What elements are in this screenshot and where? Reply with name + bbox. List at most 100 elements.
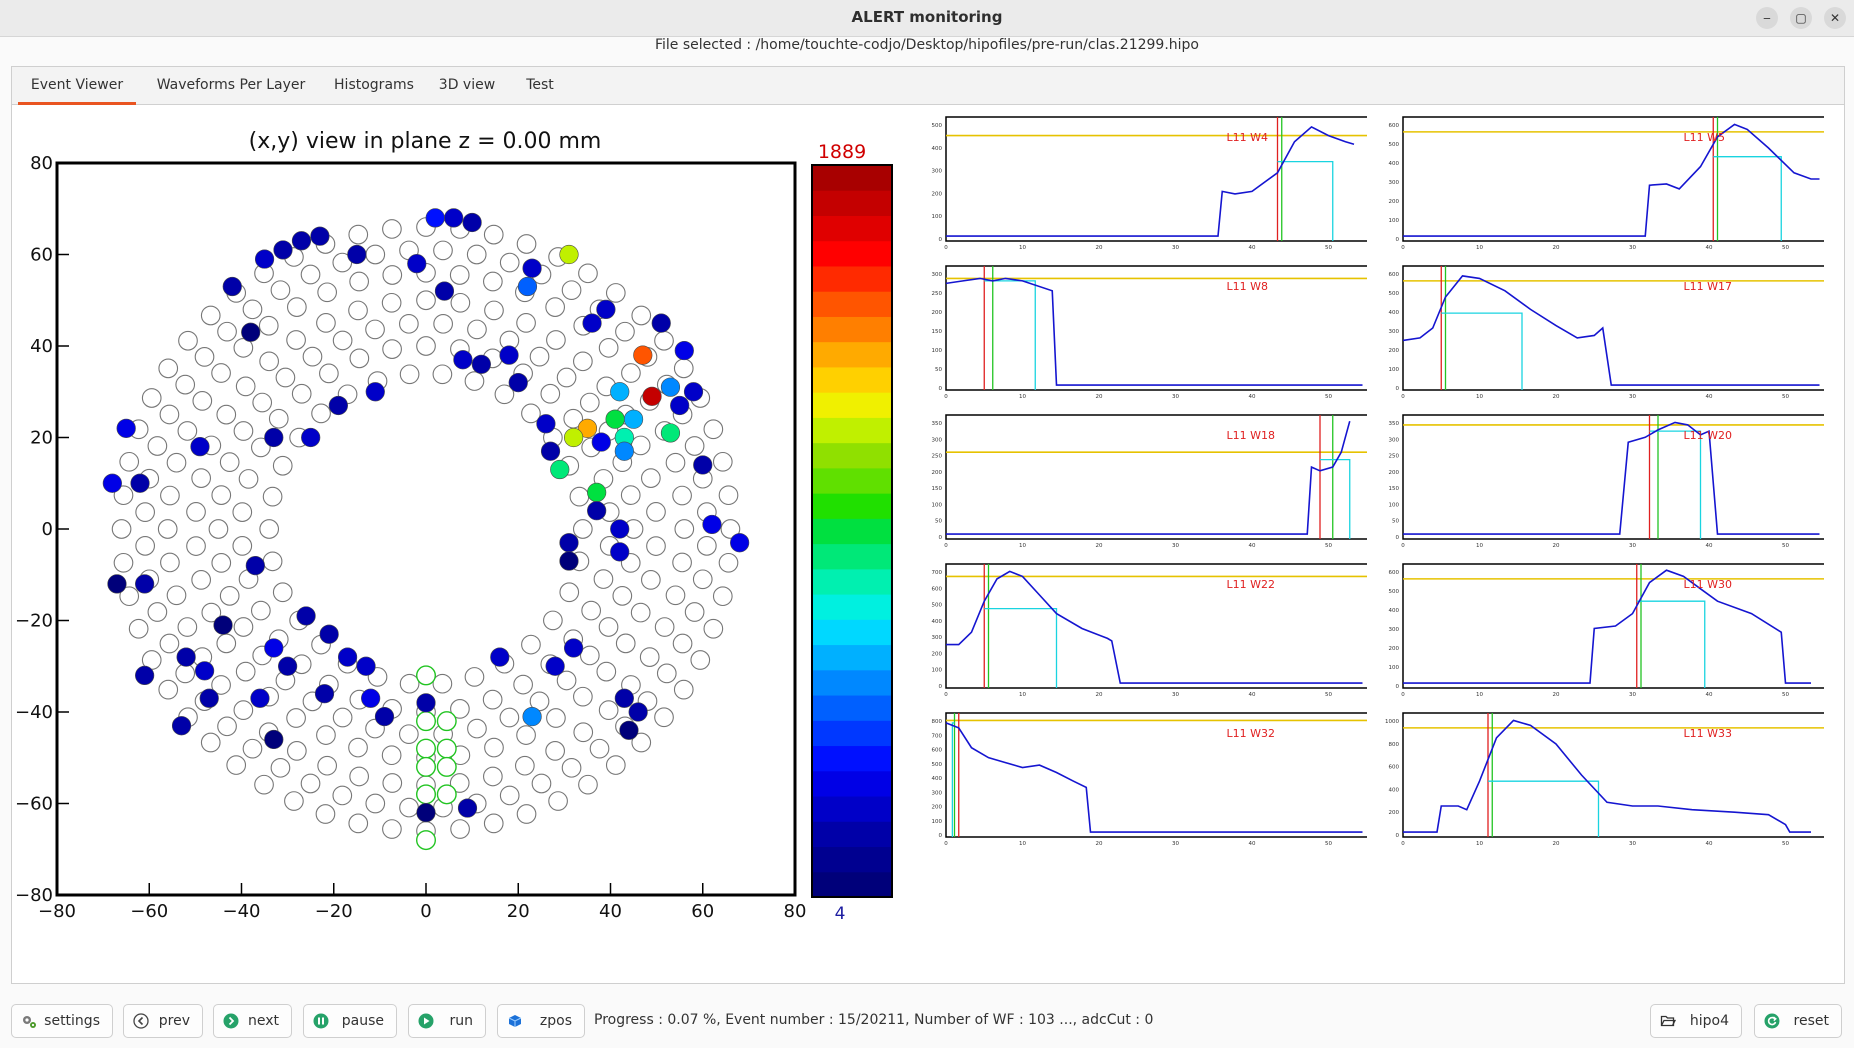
hit-cell[interactable] bbox=[642, 386, 662, 406]
hit-cell[interactable] bbox=[540, 441, 561, 461]
xy-view-plot[interactable]: (x,y) view in plane z = 0.00 mm −80 −60 −4… bbox=[12, 105, 912, 981]
hit-cell[interactable] bbox=[559, 244, 579, 265]
hit-cell[interactable] bbox=[195, 661, 215, 681]
hit-cell[interactable] bbox=[356, 656, 376, 676]
hit-cell[interactable] bbox=[416, 803, 436, 823]
hit-cell[interactable] bbox=[670, 395, 690, 416]
hit-cell[interactable] bbox=[587, 501, 607, 521]
hit-cell[interactable] bbox=[582, 313, 602, 333]
next-button[interactable]: next bbox=[213, 1004, 292, 1038]
hit-cell[interactable] bbox=[365, 382, 385, 402]
hit-cell[interactable] bbox=[499, 345, 519, 365]
hit-cell[interactable] bbox=[222, 276, 242, 297]
hit-cell[interactable] bbox=[199, 688, 219, 708]
hit-cell[interactable] bbox=[651, 313, 671, 333]
pause-button[interactable]: pause bbox=[303, 1004, 397, 1038]
hit-cell[interactable] bbox=[310, 226, 330, 246]
waveform-plot[interactable]: 600 500 400 300 200 100 00 10 20 30 40 50 L11 W30 bbox=[1379, 560, 1824, 705]
hit-cell[interactable] bbox=[416, 693, 436, 713]
waveform-plot[interactable]: 600 500 400 300 200 100 00 10 20 30 40 50 L11 W5 bbox=[1379, 113, 1824, 258]
hit-cell[interactable] bbox=[462, 212, 482, 233]
hit-cell[interactable] bbox=[702, 514, 722, 535]
waveform-plot[interactable]: 350 300 250 200 150 100 50 00 10 20 30 40 50 L11 W20 bbox=[1379, 411, 1824, 556]
close-button[interactable]: ✕ bbox=[1824, 7, 1846, 29]
tab-test[interactable]: Test bbox=[526, 77, 554, 93]
waveform-plot[interactable]: 500 400 300 200 100 00 10 20 30 40 50 L11 W4 bbox=[922, 113, 1367, 258]
hit-cell[interactable] bbox=[522, 258, 542, 278]
hit-cell[interactable] bbox=[730, 533, 750, 553]
hit-cell[interactable] bbox=[550, 459, 570, 480]
hit-cell[interactable] bbox=[264, 427, 284, 448]
hit-cell[interactable] bbox=[619, 720, 639, 740]
hit-cell[interactable] bbox=[190, 437, 210, 457]
hit-cell[interactable] bbox=[135, 665, 155, 686]
hit-cell[interactable] bbox=[278, 656, 298, 676]
hit-cell[interactable] bbox=[171, 716, 192, 736]
waveform-plot[interactable]: 600 500 400 300 200 100 00 10 20 30 40 50 L11 W17 bbox=[1379, 262, 1824, 407]
hit-cell[interactable] bbox=[660, 423, 681, 443]
hit-cell[interactable] bbox=[453, 350, 473, 370]
hit-cell[interactable] bbox=[633, 345, 653, 365]
hit-cell[interactable] bbox=[508, 373, 528, 393]
hit-cell[interactable] bbox=[517, 276, 538, 297]
waveform-plot[interactable]: 300 250 200 150 100 50 00 10 20 30 40 50 L11 W8 bbox=[922, 262, 1367, 407]
hit-cell[interactable] bbox=[563, 638, 584, 658]
hit-cell[interactable] bbox=[328, 395, 348, 416]
hit-cell[interactable] bbox=[296, 606, 316, 626]
settings-button[interactable]: settings bbox=[11, 1004, 113, 1038]
waveform-plot[interactable]: 800 700 600 500 400 300 200 100 00 10 20 30 40 50 L11 … bbox=[922, 709, 1367, 854]
hit-cell[interactable] bbox=[610, 542, 630, 562]
hit-cell[interactable] bbox=[116, 418, 136, 438]
hit-cell[interactable] bbox=[596, 299, 616, 319]
hit-cell[interactable] bbox=[605, 409, 625, 429]
hit-cell[interactable] bbox=[301, 427, 321, 448]
hit-cell[interactable] bbox=[347, 244, 367, 265]
hit-cell[interactable] bbox=[683, 382, 704, 402]
zpos-button[interactable]: zpos bbox=[497, 1004, 585, 1038]
hit-cell[interactable] bbox=[291, 231, 312, 251]
hit-cell[interactable] bbox=[102, 473, 122, 493]
hit-cell[interactable] bbox=[213, 615, 233, 635]
hit-cell[interactable] bbox=[407, 254, 427, 274]
hit-cell[interactable] bbox=[563, 427, 584, 448]
prev-button[interactable]: prev bbox=[123, 1004, 203, 1038]
hit-cell[interactable] bbox=[660, 377, 681, 397]
hit-cell[interactable] bbox=[273, 240, 293, 260]
hit-cell[interactable] bbox=[457, 798, 478, 818]
hit-cell[interactable] bbox=[245, 556, 265, 576]
waveform-plot[interactable]: 700 600 500 400 300 200 100 00 10 20 30 40 50 L11 W22 bbox=[922, 560, 1367, 705]
hit-cell[interactable] bbox=[434, 281, 455, 301]
hit-cell[interactable] bbox=[545, 656, 565, 676]
maximize-button[interactable]: ▢ bbox=[1790, 7, 1812, 29]
hit-cell[interactable] bbox=[559, 551, 579, 571]
minimize-button[interactable]: ‒ bbox=[1756, 7, 1778, 29]
tab-event-viewer[interactable]: Event Viewer bbox=[18, 67, 136, 105]
hit-cell[interactable] bbox=[361, 688, 381, 708]
hit-cell[interactable] bbox=[264, 729, 284, 750]
hit-cell[interactable] bbox=[693, 455, 713, 475]
hit-cell[interactable] bbox=[623, 409, 644, 429]
tab-waveforms-per-layer[interactable]: Waveforms Per Layer bbox=[156, 77, 306, 93]
waveform-plot[interactable]: 350 300 250 200 150 100 50 00 10 20 30 40 50 L11 W18 bbox=[922, 411, 1367, 556]
hit-cell[interactable] bbox=[107, 574, 127, 594]
hit-cell[interactable] bbox=[374, 706, 395, 727]
hit-cell[interactable] bbox=[610, 382, 630, 402]
hit-cell[interactable] bbox=[490, 647, 510, 667]
reset-button[interactable]: reset bbox=[1754, 1004, 1842, 1038]
hit-cell[interactable] bbox=[241, 322, 261, 342]
hit-cell[interactable] bbox=[254, 249, 275, 269]
hipo4-button[interactable]: hipo4 bbox=[1650, 1004, 1742, 1038]
hit-cell[interactable] bbox=[337, 647, 358, 667]
hit-cell[interactable] bbox=[610, 519, 630, 539]
hit-cell[interactable] bbox=[319, 624, 339, 644]
hit-cell[interactable] bbox=[591, 432, 611, 452]
hit-cell[interactable] bbox=[130, 473, 150, 493]
tab-histograms[interactable]: Histograms bbox=[334, 77, 414, 93]
hit-cell[interactable] bbox=[444, 208, 464, 228]
hit-cell[interactable] bbox=[614, 441, 634, 461]
hit-cell[interactable] bbox=[577, 418, 598, 438]
hit-cell[interactable] bbox=[471, 354, 491, 374]
hit-cell[interactable] bbox=[314, 684, 335, 704]
hit-cell[interactable] bbox=[587, 482, 607, 503]
waveform-plot[interactable]: 1000 800 600 400 200 00 10 20 30 40 50 L11 W33 bbox=[1379, 709, 1824, 854]
